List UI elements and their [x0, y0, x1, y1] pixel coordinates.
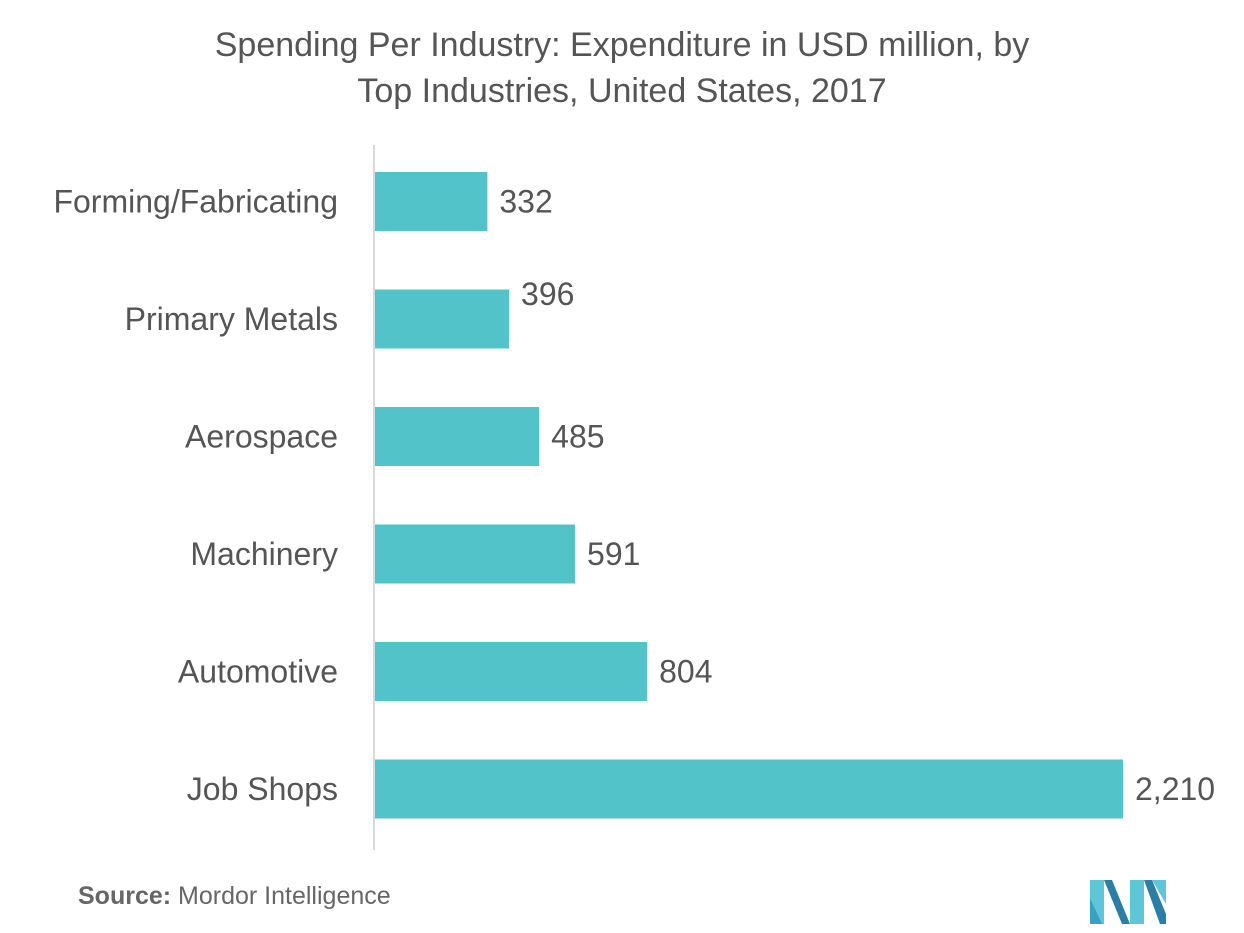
value-label-job-shops: 2,210 [1135, 771, 1215, 807]
chart-title: Spending Per Industry: Expenditure in US… [0, 22, 1244, 114]
bar-primary-metals [375, 289, 510, 349]
category-label-job-shops: Job Shops [187, 771, 338, 807]
value-label-machinery: 591 [587, 536, 640, 572]
category-label-automotive: Automotive [178, 654, 338, 690]
source-note: Source: Mordor Intelligence [78, 882, 391, 911]
category-label-forming-fabricating: Forming/Fabricating [53, 184, 338, 220]
bar-machinery [375, 524, 576, 584]
category-label-machinery: Machinery [190, 536, 338, 572]
category-label-primary-metals: Primary Metals [125, 301, 338, 337]
bar-aerospace [375, 407, 540, 466]
bars-group: Forming/Fabricating 332 Primary Metals 396 A… [53, 172, 1215, 819]
source-text: Mordor Intelligence [178, 882, 391, 910]
mordor-logo-icon [1090, 880, 1166, 924]
category-label-aerospace: Aerospace [185, 419, 338, 455]
chart-title-line-1: Spending Per Industry: Expenditure in US… [214, 26, 1030, 64]
source-label: Source: [78, 882, 172, 910]
bar-job-shops [375, 759, 1123, 819]
value-label-primary-metals: 396 [521, 276, 574, 312]
bar-automotive [375, 642, 648, 701]
chart-title-line-2: Top Industries, United States, 2017 [357, 72, 887, 110]
bar-forming-fabricating [375, 172, 488, 231]
value-label-forming-fabricating: 332 [499, 184, 552, 220]
value-label-aerospace: 485 [551, 419, 604, 455]
value-label-automotive: 804 [659, 654, 712, 690]
